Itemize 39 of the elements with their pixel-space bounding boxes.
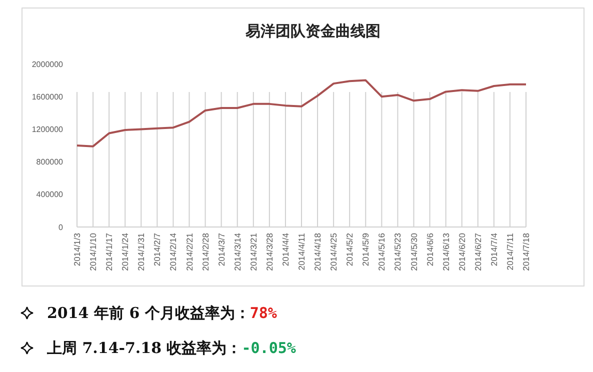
x-tick-label: 2014/7/4	[488, 232, 499, 266]
x-tick-label: 2014/5/23	[392, 232, 403, 271]
line-series	[76, 79, 527, 148]
x-tick-label: 2014/1/24	[120, 232, 130, 271]
x-tick-label: 2014/2/21	[184, 232, 194, 271]
x-tick-label: 2014/3/28	[264, 232, 274, 271]
x-tick-label: 2014/2/28	[200, 232, 210, 271]
chart-title: 易洋团队资金曲线图	[244, 22, 380, 40]
x-tick-label: 2014/5/2	[344, 232, 355, 266]
x-tick-label: 2014/3/21	[248, 232, 258, 271]
x-tick-label: 2014/4/11	[296, 232, 306, 270]
x-tick-label: 2014/5/9	[360, 232, 371, 266]
y-tick-label: 1200000	[32, 125, 64, 134]
x-tick-label: 2014/1/10	[88, 232, 98, 271]
x-tick-label: 2014/5/30	[408, 232, 419, 271]
x-tick-label: 2014/6/27	[472, 232, 483, 271]
x-tick-label: 2014/4/25	[328, 232, 339, 271]
y-tick-label: 400000	[36, 190, 64, 200]
text: 2014 年前 6 个月收益率为：78%	[47, 304, 277, 322]
x-tick-label: 2014/5/16	[376, 232, 387, 271]
x-tick-label: 2014/1/17	[104, 232, 114, 271]
y-tick-label: 1600000	[32, 92, 64, 102]
x-tick-label: 2014/7/11	[504, 232, 515, 270]
x-tick-label: 2014/1/31	[136, 232, 146, 271]
x-tick-label: 2014/6/13	[440, 232, 451, 271]
x-tick-label: 2014/3/7	[216, 232, 226, 266]
x-tick-label: 2014/2/14	[168, 232, 178, 271]
x-tick-label: 2014/4/4	[280, 232, 290, 266]
y-tick-label: 800000	[36, 158, 64, 167]
x-tick-label: 2014/2/7	[152, 232, 162, 266]
x-tick-label: 2014/6/20	[456, 232, 467, 271]
x-tick-label: 2014/6/6	[424, 232, 435, 266]
x-tick-label: 2014/3/14	[232, 232, 242, 271]
y-tick-label: 2000000	[32, 60, 64, 69]
x-tick-label: 2014/1/3	[72, 232, 82, 266]
y-tick-label: 0	[58, 222, 64, 232]
x-tick-label: 2014/7/18	[521, 232, 531, 271]
text: 上周 7.14-7.18 收益率为：-0.05%	[46, 339, 296, 357]
x-tick-label: 2014/4/18	[312, 232, 323, 271]
